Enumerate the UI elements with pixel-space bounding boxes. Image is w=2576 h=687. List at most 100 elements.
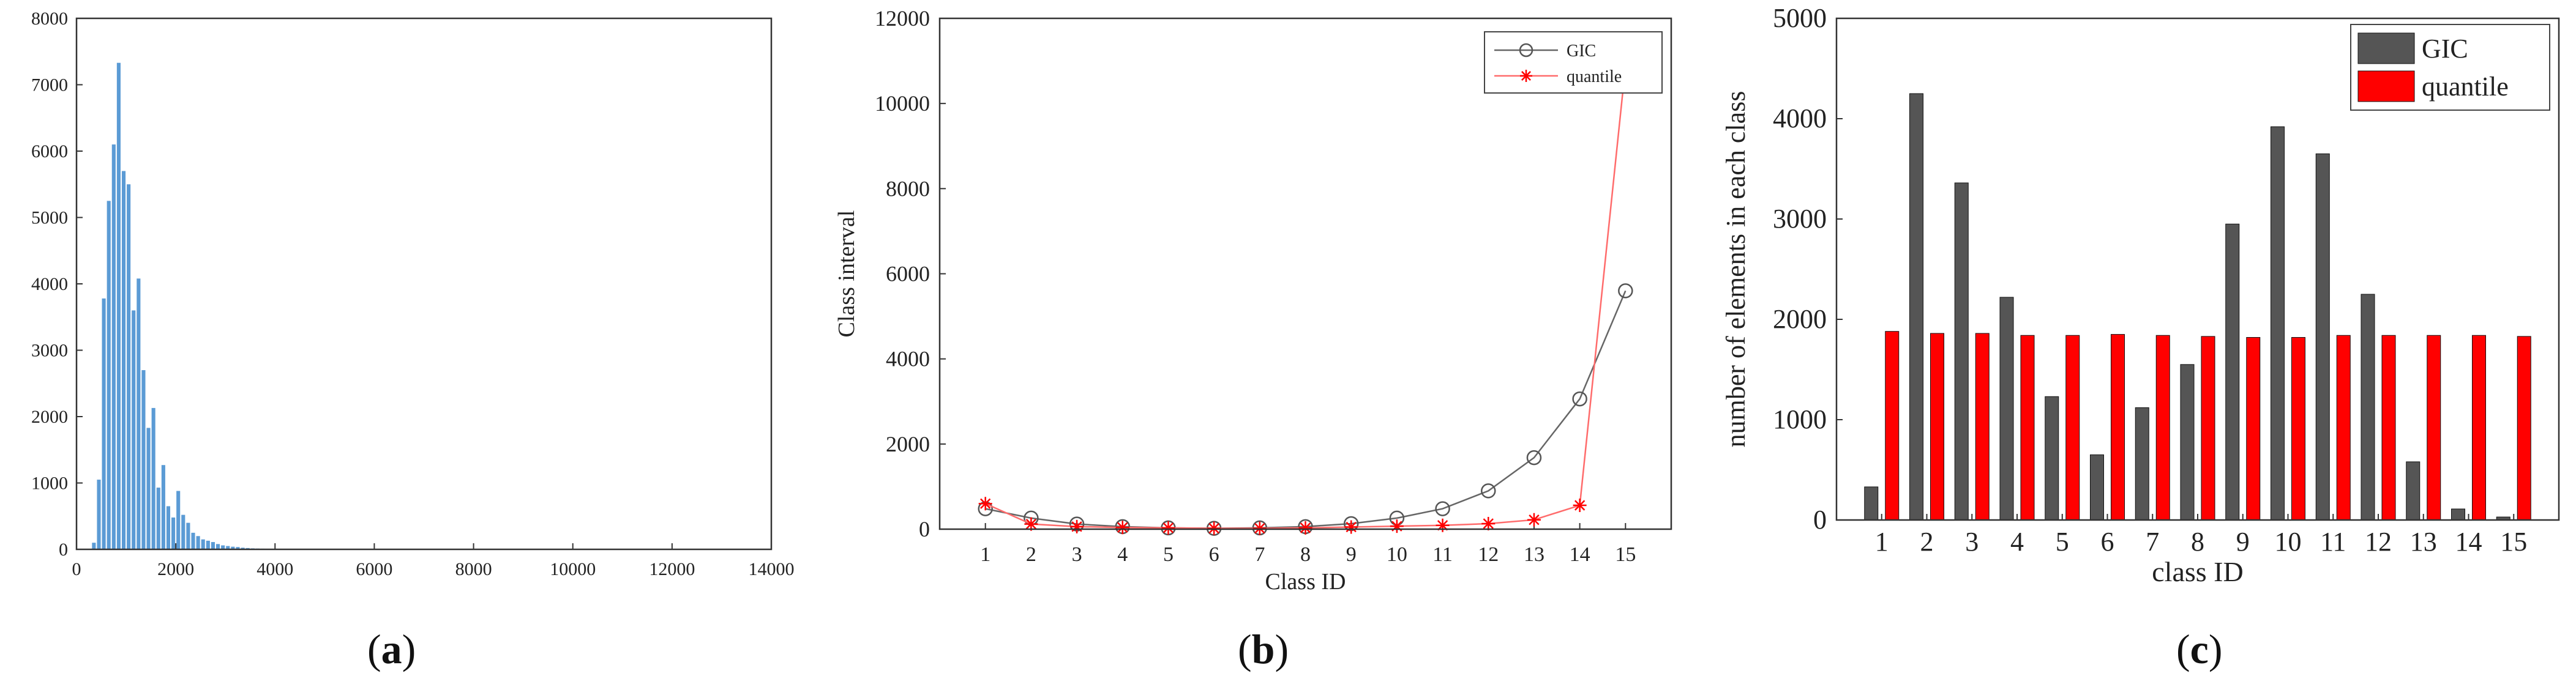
- panel-label-b: (b): [1238, 625, 1289, 674]
- chart-b-xlabel: Class ID: [1265, 569, 1346, 595]
- chart-b-point-quantile: [1161, 521, 1175, 535]
- chart-b-point-quantile: [1115, 521, 1129, 535]
- chart-b-point-quantile: [1298, 521, 1312, 535]
- chart-b-ytick-label: 8000: [886, 176, 930, 201]
- chart-c-bar-gic: [2361, 294, 2375, 521]
- panel-label-c-open: (: [2176, 626, 2190, 672]
- chart-c-xtick-label: 5: [2056, 527, 2069, 557]
- chart-a-bar: [211, 542, 215, 549]
- chart-c-legend-swatch: [2357, 32, 2415, 64]
- chart-c-xtick-label: 13: [2410, 527, 2437, 557]
- chart-b-xtick-label: 5: [1163, 543, 1174, 566]
- chart-b-star-stroke: [1163, 522, 1174, 533]
- chart-b-point-quantile: [1207, 521, 1221, 535]
- chart-a-bar: [231, 546, 235, 549]
- chart-b-star-stroke: [1346, 521, 1357, 533]
- chart-c-ytick-label: 5000: [1773, 3, 1827, 33]
- chart-c-xtick-label: 6: [2101, 527, 2114, 557]
- chart-a-ytick-label: 5000: [31, 208, 68, 228]
- chart-b-ytick-label: 0: [919, 517, 930, 541]
- chart-a-bar: [201, 539, 205, 549]
- chart-a-bar: [92, 543, 96, 549]
- chart-b-ytick-label: 4000: [886, 347, 930, 371]
- chart-a-ytick-label: 1000: [31, 473, 68, 494]
- chart-b-point-quantile: [1344, 520, 1358, 534]
- chart-c-bar-quantile: [2517, 336, 2531, 521]
- chart-a-bar: [146, 428, 151, 549]
- chart-a-frame: [75, 17, 773, 551]
- chart-c-bar-gic: [1999, 297, 2014, 521]
- chart-b-ytick-label: 10000: [875, 91, 930, 116]
- chart-b-series-line-gic: [985, 290, 1627, 529]
- chart-c-bar-quantile: [2291, 337, 2305, 521]
- chart-a-bar: [151, 407, 155, 549]
- chart-c-bar-quantile: [2111, 334, 2125, 521]
- chart-c-bar-quantile: [1885, 331, 1900, 521]
- chart-a-bar: [171, 517, 176, 549]
- chart-b-point-gic: [1572, 391, 1587, 407]
- panel-label-a: (a): [367, 625, 416, 674]
- chart-a-bar: [241, 548, 245, 549]
- chart-c-xtick-label: 9: [2236, 527, 2250, 557]
- chart-a-bar: [156, 488, 160, 549]
- chart-a-bar: [226, 546, 230, 549]
- chart-a-bar: [116, 62, 121, 549]
- chart-c: 1 2 3 4 5 6 7 8 9 10 11 12 13 14 150100020003000400050…: [1721, 3, 2550, 587]
- chart-b-frame: [938, 17, 1672, 530]
- chart-b-xtick-label: 4: [1117, 543, 1128, 566]
- panel-label-a-open: (: [367, 626, 381, 672]
- chart-c-bar-quantile: [2155, 335, 2170, 521]
- chart-c-bar-quantile: [1975, 333, 1990, 521]
- panel-label-b-letter: b: [1251, 626, 1275, 672]
- chart-a-bar: [111, 144, 116, 549]
- chart-c-legend-label: GIC: [2422, 34, 2468, 64]
- chart-a-ytick-label: 2000: [31, 407, 68, 427]
- chart-b-xtick-label: 2: [1026, 543, 1036, 566]
- chart-a-xtick-label: 8000: [455, 559, 492, 579]
- chart-c-bar-gic: [2315, 153, 2330, 521]
- chart-a-ytick-label: 3000: [31, 341, 68, 361]
- chart-a-bar: [221, 545, 225, 549]
- chart-a-bar: [191, 532, 195, 549]
- chart-b-point-quantile: [1436, 518, 1450, 532]
- chart-c-xtick-label: 11: [2320, 527, 2346, 557]
- chart-c-bar-gic: [2406, 461, 2421, 521]
- chart-a-bar: [186, 522, 190, 549]
- chart-c-bar-quantile: [1930, 333, 1944, 521]
- chart-c-bar-gic: [2180, 364, 2195, 521]
- chart-c-bar-quantile: [2336, 335, 2351, 521]
- chart-b-star-stroke: [1025, 518, 1037, 530]
- chart-c-frame: [1835, 17, 2560, 521]
- chart-b-xtick-label: 8: [1300, 543, 1311, 566]
- chart-b-xtick-label: 1: [980, 543, 990, 566]
- chart-a-bar: [137, 278, 141, 549]
- chart-b-point-quantile: [1527, 513, 1541, 527]
- chart-a-bar: [132, 310, 136, 549]
- chart-c-bar-gic: [2135, 407, 2149, 521]
- chart-a: 0 2000 4000 6000 8000 10000 12000 14000 0 1000 200…: [31, 9, 795, 579]
- chart-a-bar: [181, 514, 185, 549]
- chart-b-point-gic: [1618, 283, 1633, 299]
- chart-b: 1 2 3 4 5 6 7 8 9 10 11 12 13 14 150200040006000800010…: [834, 6, 1663, 595]
- chart-b-ytick-label: 12000: [875, 6, 930, 31]
- chart-c-bar-quantile: [2201, 336, 2215, 521]
- chart-c-xtick-label: 2: [1920, 527, 1934, 557]
- chart-c-xtick-label: 8: [2191, 527, 2204, 557]
- chart-c-xtick-label: 4: [2010, 527, 2024, 557]
- chart-b-star-stroke: [1529, 514, 1540, 525]
- chart-c-bar-gic: [2045, 396, 2059, 521]
- chart-b-star-stroke: [1483, 518, 1494, 529]
- chart-a-bar: [176, 491, 181, 549]
- panel-label-b-close: ): [1275, 626, 1289, 672]
- chart-c-bar-quantile: [2472, 335, 2486, 521]
- chart-c-ytick-label: 4000: [1773, 103, 1827, 133]
- chart-c-ytick-label: 0: [1813, 505, 1827, 535]
- chart-c-xtick-label: 10: [2275, 527, 2302, 557]
- chart-c-bar-gic: [1864, 486, 1879, 521]
- chart-c-bar-quantile: [2381, 335, 2396, 521]
- chart-a-bar: [107, 201, 111, 549]
- chart-c-bar-gic: [2225, 223, 2240, 521]
- chart-c-bar-quantile: [2246, 337, 2261, 521]
- chart-b-point-gic: [1526, 450, 1542, 466]
